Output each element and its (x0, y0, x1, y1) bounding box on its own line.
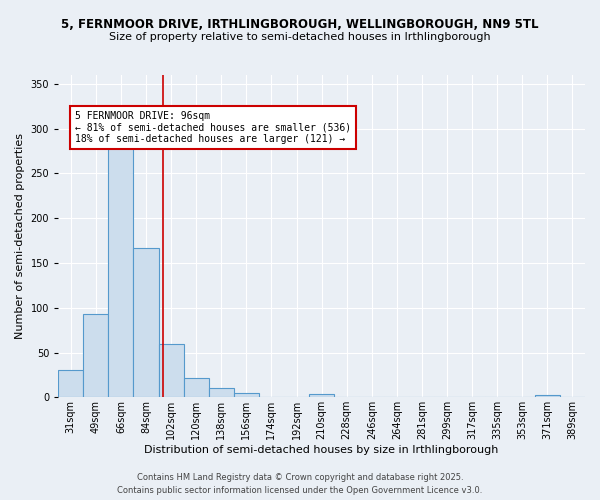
X-axis label: Distribution of semi-detached houses by size in Irthlingborough: Distribution of semi-detached houses by … (145, 445, 499, 455)
Text: Size of property relative to semi-detached houses in Irthlingborough: Size of property relative to semi-detach… (109, 32, 491, 42)
Bar (535, 394, 560, 398)
Bar (83, 314, 109, 398)
Bar (158, 344, 184, 398)
Y-axis label: Number of semi-detached properties: Number of semi-detached properties (15, 133, 25, 339)
Bar (234, 393, 259, 398)
Bar (58, 370, 83, 398)
Bar (184, 378, 209, 398)
Text: 5, FERNMOOR DRIVE, IRTHLINGBOROUGH, WELLINGBOROUGH, NN9 5TL: 5, FERNMOOR DRIVE, IRTHLINGBOROUGH, WELL… (61, 18, 539, 30)
Bar (209, 388, 234, 398)
Text: Contains HM Land Registry data © Crown copyright and database right 2025.
Contai: Contains HM Land Registry data © Crown c… (118, 474, 482, 495)
Text: 5 FERNMOOR DRIVE: 96sqm
← 81% of semi-detached houses are smaller (536)
18% of s: 5 FERNMOOR DRIVE: 96sqm ← 81% of semi-de… (75, 111, 351, 144)
Bar (133, 248, 158, 398)
Bar (109, 146, 133, 398)
Bar (309, 394, 334, 398)
